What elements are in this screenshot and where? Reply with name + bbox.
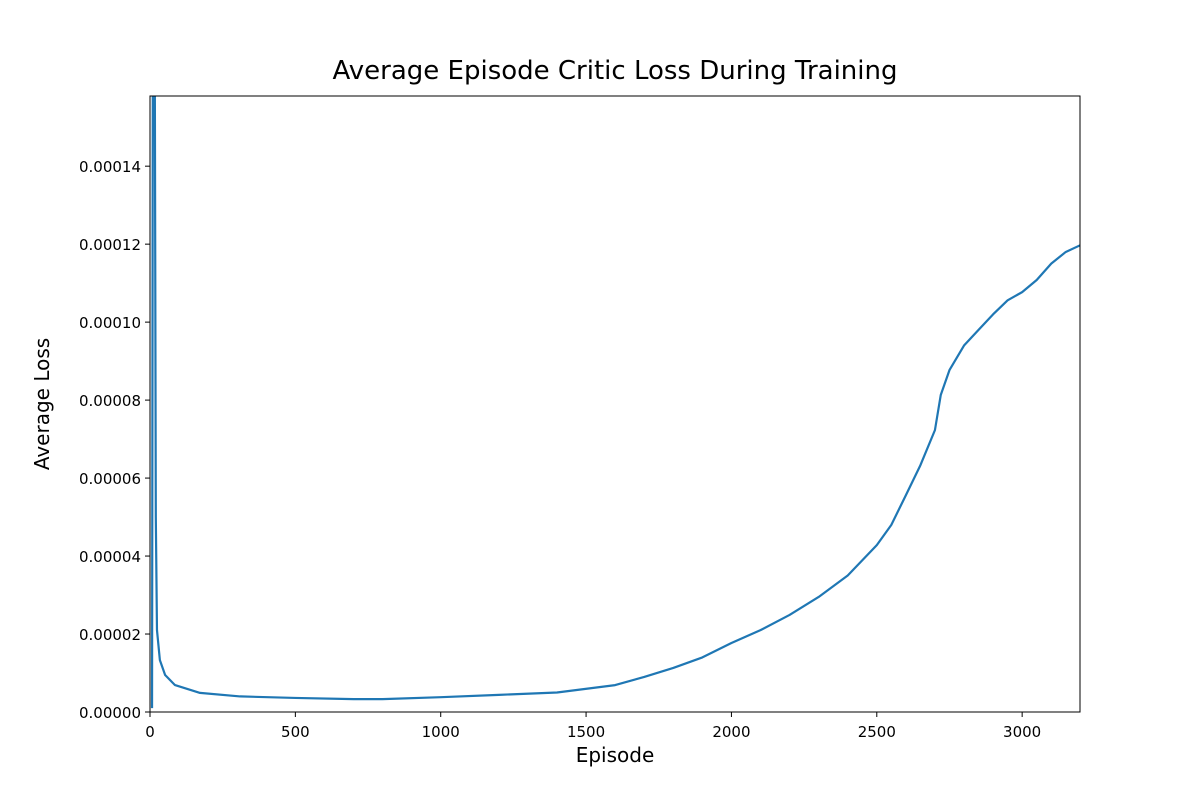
y-tick-label: 0.00012 xyxy=(79,236,141,254)
y-tick-label: 0.00002 xyxy=(79,626,141,644)
x-tick-label: 2500 xyxy=(858,723,896,741)
chart-title: Average Episode Critic Loss During Train… xyxy=(333,56,898,86)
x-tick-label: 3000 xyxy=(1003,723,1041,741)
x-axis-label: Episode xyxy=(576,743,655,767)
y-tick-label: 0.00008 xyxy=(79,392,141,410)
y-tick-label: 0.00000 xyxy=(79,704,141,722)
x-tick-label: 1500 xyxy=(567,723,605,741)
y-tick-label: 0.00014 xyxy=(79,158,141,176)
plot-frame xyxy=(149,95,1081,713)
y-axis-label: Average Loss xyxy=(30,338,54,470)
data-line xyxy=(150,96,1080,709)
y-tick-label: 0.00010 xyxy=(79,314,141,332)
y-tick-label: 0.00006 xyxy=(79,470,141,488)
x-tick-label: 1000 xyxy=(422,723,460,741)
x-tick-label: 2000 xyxy=(712,723,750,741)
x-tick-label: 500 xyxy=(281,723,310,741)
y-tick-label: 0.00004 xyxy=(79,548,141,566)
x-tick-label: 0 xyxy=(145,723,155,741)
